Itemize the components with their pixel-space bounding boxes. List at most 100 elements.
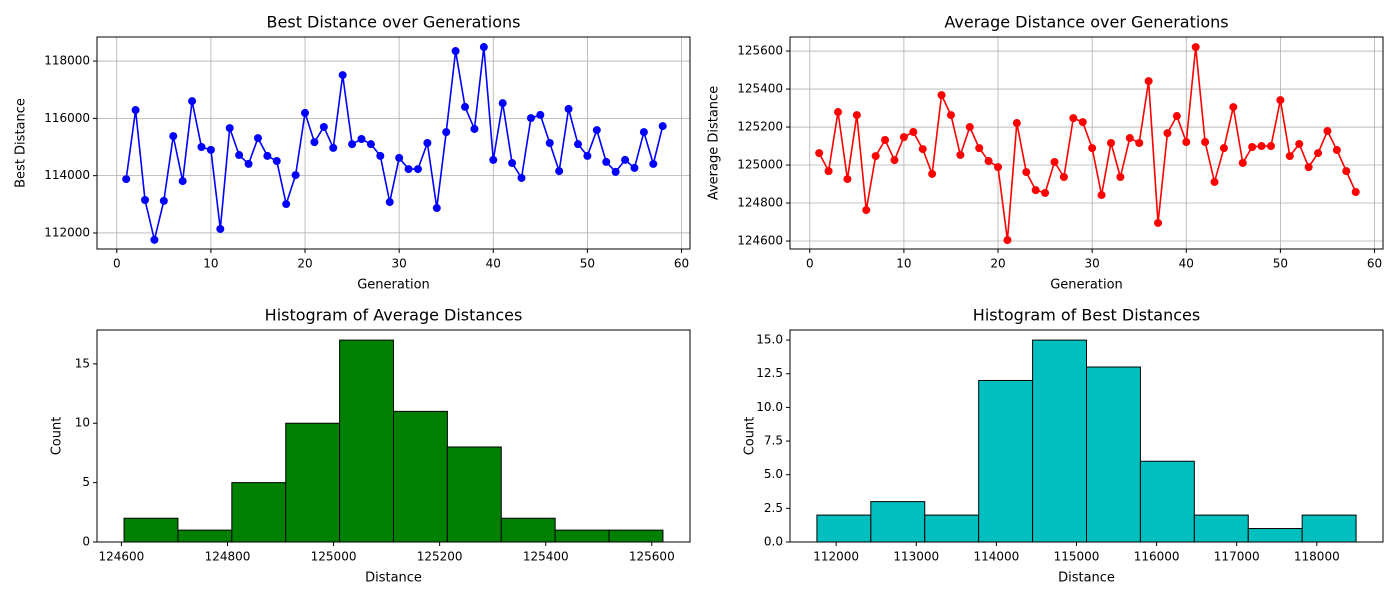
marker xyxy=(1059,173,1068,182)
marker xyxy=(630,163,639,172)
line xyxy=(125,46,664,241)
marker xyxy=(1295,139,1304,148)
marker xyxy=(1022,168,1031,177)
chart-title: Histogram of Best Distances xyxy=(973,306,1200,325)
x-axis-label: Generation xyxy=(1050,278,1123,293)
marker xyxy=(432,204,441,213)
marker xyxy=(235,151,244,160)
marker xyxy=(1050,157,1059,166)
bar xyxy=(554,529,610,543)
y-tick-label: 124800 xyxy=(737,196,783,210)
x-axis-label: Distance xyxy=(1058,571,1115,586)
marker xyxy=(263,151,272,160)
marker xyxy=(536,110,545,119)
bar xyxy=(978,379,1034,543)
bar xyxy=(1247,528,1303,543)
x-tick-label: 124800 xyxy=(205,550,251,564)
marker xyxy=(461,102,470,111)
y-tick-label: 125600 xyxy=(737,44,783,58)
marker xyxy=(385,198,394,207)
y-tick-label: 125200 xyxy=(737,120,783,134)
plot-frame xyxy=(96,36,691,250)
marker xyxy=(1191,43,1200,52)
marker xyxy=(658,122,667,131)
chart-title: Histogram of Average Distances xyxy=(265,306,523,325)
bar xyxy=(608,529,664,543)
x-tick-label: 0 xyxy=(113,257,121,271)
marker xyxy=(1116,173,1125,182)
marker xyxy=(611,167,620,176)
marker xyxy=(188,97,197,106)
x-tick-label: 20 xyxy=(990,257,1005,271)
bar xyxy=(500,517,556,543)
marker xyxy=(1257,142,1266,151)
marker xyxy=(956,150,965,159)
y-tick-label: 112000 xyxy=(44,225,90,239)
marker xyxy=(815,149,824,158)
y-axis-label: Count xyxy=(50,417,65,456)
bar xyxy=(339,339,395,543)
marker xyxy=(1069,114,1078,123)
chart-title: Best Distance over Generations xyxy=(267,13,521,32)
marker xyxy=(937,91,946,100)
marker xyxy=(1031,186,1040,195)
marker xyxy=(862,206,871,215)
y-axis-label: Count xyxy=(743,417,758,456)
marker xyxy=(423,139,432,147)
marker xyxy=(178,177,187,186)
marker xyxy=(470,124,479,133)
marker xyxy=(489,155,498,164)
marker xyxy=(253,134,262,143)
marker xyxy=(1210,177,1219,186)
marker xyxy=(1285,152,1294,161)
x-tick-label: 50 xyxy=(1273,257,1288,271)
marker xyxy=(909,127,918,136)
marker xyxy=(404,165,413,174)
marker xyxy=(526,114,535,123)
marker xyxy=(1304,163,1313,172)
marker xyxy=(348,140,357,149)
marker xyxy=(639,128,648,137)
x-tick-label: 30 xyxy=(1085,257,1100,271)
marker xyxy=(1125,134,1134,143)
marker xyxy=(244,159,253,168)
marker xyxy=(442,128,451,137)
y-tick-label: 118000 xyxy=(44,54,90,68)
marker xyxy=(1182,138,1191,147)
marker xyxy=(310,138,319,147)
marker xyxy=(159,196,168,205)
y-tick-label: 10 xyxy=(75,416,90,430)
x-tick-label: 124600 xyxy=(98,550,144,564)
marker xyxy=(498,99,507,108)
marker xyxy=(834,108,843,117)
x-tick-label: 113000 xyxy=(893,550,939,564)
plot-frame xyxy=(789,36,1384,250)
marker xyxy=(206,145,215,154)
marker xyxy=(366,140,375,149)
marker xyxy=(545,139,554,147)
bar xyxy=(177,529,233,543)
y-axis-label: Best Distance xyxy=(14,98,29,188)
marker xyxy=(1163,129,1172,138)
x-tick-label: 50 xyxy=(580,257,595,271)
marker xyxy=(564,104,573,113)
marker xyxy=(216,224,225,233)
bar xyxy=(285,422,341,543)
y-tick-label: 116000 xyxy=(44,111,90,125)
marker xyxy=(946,111,955,120)
marker xyxy=(965,123,974,132)
x-tick-label: 60 xyxy=(1367,257,1382,271)
bar xyxy=(393,410,448,543)
marker xyxy=(890,156,899,165)
marker xyxy=(122,175,131,184)
marker xyxy=(376,151,385,160)
marker xyxy=(1135,139,1144,147)
marker xyxy=(1012,119,1021,128)
marker xyxy=(1172,112,1181,121)
plot-frame xyxy=(789,329,1384,543)
y-tick-label: 7.5 xyxy=(764,434,783,448)
marker xyxy=(479,43,488,52)
marker xyxy=(141,196,150,205)
marker xyxy=(272,157,281,166)
x-tick-label: 10 xyxy=(896,257,911,271)
